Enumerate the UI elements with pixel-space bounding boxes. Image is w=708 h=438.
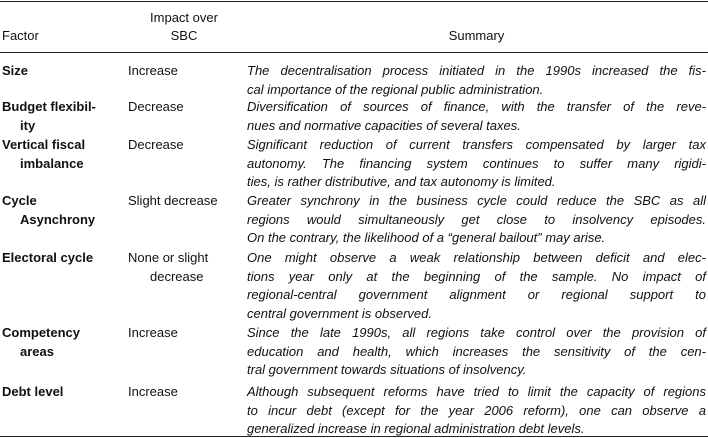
summary-line: regional-central government alignment or…: [247, 287, 706, 302]
header-factor: Factor: [2, 28, 39, 43]
factor-line: imbalance: [20, 155, 84, 171]
factor-cell: Debt level: [2, 383, 124, 402]
factor-cell: Electoral cycle: [2, 249, 124, 268]
summary-line: Although subsequent reforms have tried t…: [247, 384, 706, 399]
factor-line: Cycle: [2, 193, 37, 208]
factor-cell: Size: [2, 62, 124, 81]
top-rule: [0, 1, 708, 2]
summary-line: The decentralisation process initiated i…: [247, 63, 706, 78]
factor-line: Budget flexibil-: [2, 99, 96, 114]
summary-cell: Significant reduction of current transfe…: [247, 136, 706, 192]
factor-line: Vertical fiscal: [2, 137, 86, 152]
header-impact-line: SBC: [170, 28, 198, 43]
summary-line: ties, is rather distributive, and tax au…: [247, 174, 556, 189]
header-impact-line: Impact over: [150, 10, 218, 25]
factor-cell: Competency areas: [2, 324, 124, 361]
impact-cell: Increase: [128, 62, 246, 81]
impact-line: Decrease: [128, 137, 184, 152]
summary-line: central government is observed.: [247, 305, 432, 321]
summary-cell: Although subsequent reforms have tried t…: [247, 383, 706, 438]
impact-line: None or slight: [128, 250, 209, 265]
header-summary: Summary: [448, 28, 505, 43]
summary-line: regions would simultaneously get close t…: [247, 211, 706, 227]
factor-cell: Vertical fiscal imbalance: [2, 136, 124, 173]
bottom-rule: [0, 436, 708, 437]
impact-line: Increase: [128, 63, 178, 78]
header-impact: Impact over SBC: [128, 9, 240, 45]
factor-cell: Budget flexibil-ity: [2, 98, 124, 135]
summary-line: Since the late 1990s, all regions take c…: [247, 325, 706, 340]
factor-line: areas: [20, 343, 54, 359]
factor-line: Debt level: [2, 384, 64, 399]
impact-line: Slight decrease: [128, 193, 218, 208]
impact-cell: Slight decrease: [128, 192, 246, 211]
summary-line: Greater synchrony in the business cycle …: [247, 193, 706, 208]
summary-cell: One might observe a weak relationship be…: [247, 249, 706, 323]
summary-line: cal importance of the regional public ad…: [247, 81, 544, 97]
impact-cell: Decrease: [128, 136, 246, 155]
summary-line: tions year only at the beginning of the …: [247, 268, 706, 284]
summary-line: to incur debt (except for the year 2006 …: [247, 402, 706, 418]
summary-line: nues and normative capacities of several…: [247, 117, 521, 133]
factor-line: Asynchrony: [20, 211, 96, 227]
summary-cell: Since the late 1990s, all regions take c…: [247, 324, 706, 380]
summary-line: tral government towards situations of in…: [247, 362, 527, 377]
header-rule: [0, 52, 708, 53]
factor-line: Competency: [2, 325, 81, 340]
factor-line: Electoral cycle: [2, 250, 94, 265]
impact-cell: None or slight decrease: [128, 249, 246, 286]
summary-cell: The decentralisation process initiated i…: [247, 62, 706, 99]
factor-line: ity: [20, 117, 36, 133]
impact-cell: Increase: [128, 383, 246, 402]
impact-line: Increase: [128, 384, 178, 399]
impact-line: Decrease: [128, 99, 184, 114]
summary-line: education and health, which increases th…: [247, 343, 706, 359]
impact-cell: Increase: [128, 324, 246, 343]
factor-cell: Cycle Asynchrony: [2, 192, 124, 229]
summary-line: Significant reduction of current transfe…: [247, 137, 706, 152]
impact-line: Increase: [128, 325, 178, 340]
summary-line: One might observe a weak relationship be…: [247, 250, 706, 265]
summary-line: generalized increase in regional adminis…: [247, 421, 585, 436]
summary-line: autonomy. The financing system continues…: [247, 155, 706, 171]
summary-line: On the contrary, the likelihood of a “ge…: [247, 230, 606, 245]
impact-line: decrease: [150, 268, 204, 284]
factor-line: Size: [2, 63, 29, 78]
summary-cell: Diversification of sources of finance, w…: [247, 98, 706, 135]
impact-cell: Decrease: [128, 98, 246, 117]
summary-cell: Greater synchrony in the business cycle …: [247, 192, 706, 248]
summary-line: Diversification of sources of finance, w…: [247, 99, 706, 114]
